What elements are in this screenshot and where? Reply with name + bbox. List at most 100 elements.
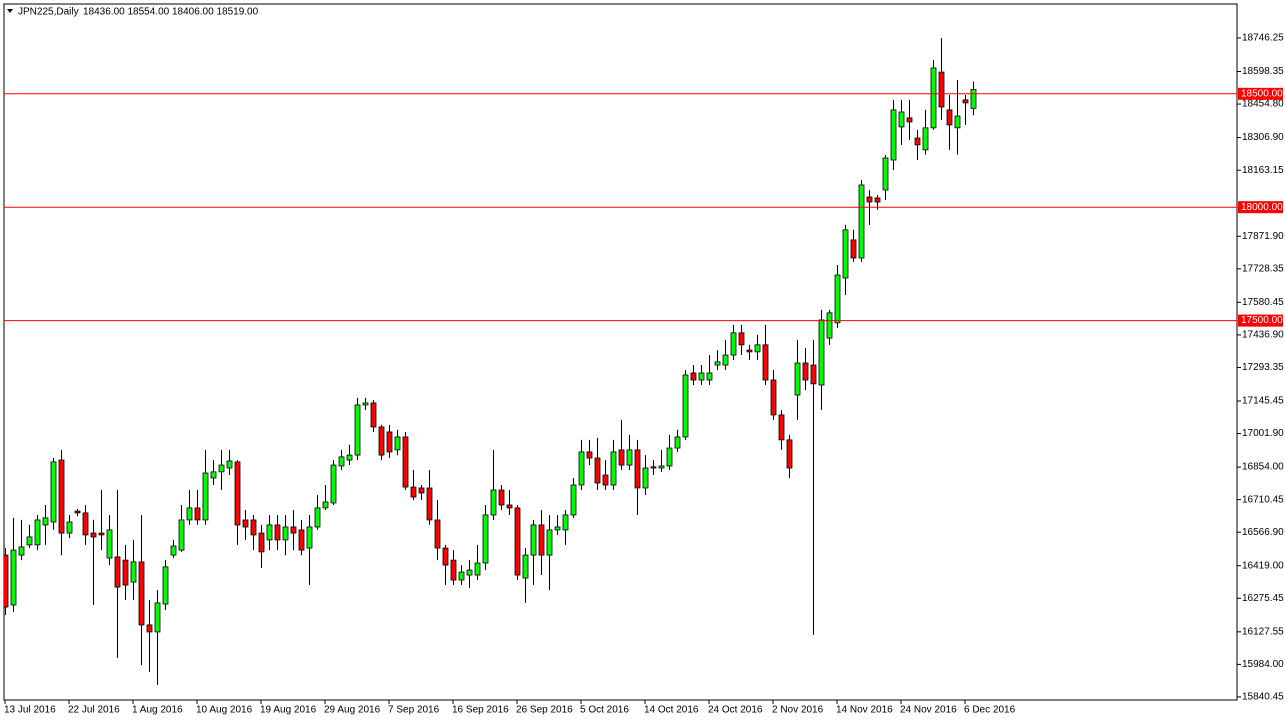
candle-body bbox=[338, 456, 345, 467]
y-tick-label: 16419.00 bbox=[1242, 560, 1284, 571]
candle-body bbox=[722, 354, 729, 366]
x-tick-label: 14 Nov 2016 bbox=[836, 705, 893, 716]
plot-frame bbox=[3, 3, 1238, 701]
candle-body bbox=[746, 349, 753, 353]
candle-body bbox=[306, 526, 313, 549]
y-tick-label: 17145.45 bbox=[1242, 396, 1284, 407]
menu-arrow[interactable] bbox=[7, 9, 13, 13]
candle-body bbox=[218, 464, 225, 473]
candle-body bbox=[434, 519, 441, 549]
candle-body bbox=[546, 529, 553, 556]
x-tick-label: 26 Sep 2016 bbox=[516, 705, 573, 716]
y-tick-label: 18454.80 bbox=[1242, 99, 1284, 110]
candle-body bbox=[810, 364, 817, 385]
candle-body bbox=[298, 529, 305, 551]
candle-body bbox=[42, 517, 49, 526]
candle-body bbox=[874, 197, 881, 203]
x-tick-label: 29 Aug 2016 bbox=[324, 705, 381, 716]
y-tick-label: 16710.45 bbox=[1242, 494, 1284, 505]
candle-body bbox=[210, 471, 217, 479]
candle-body bbox=[250, 519, 257, 536]
candle-body bbox=[834, 274, 841, 324]
candle-body bbox=[762, 344, 769, 381]
candle-body bbox=[154, 602, 161, 633]
candle-body bbox=[378, 426, 385, 456]
level-label-box bbox=[1238, 314, 1283, 327]
candle-body bbox=[442, 547, 449, 566]
candle-body bbox=[850, 239, 857, 259]
candle-body bbox=[4, 554, 9, 608]
y-tick-label: 18306.90 bbox=[1242, 132, 1284, 143]
x-tick-label: 22 Jul 2016 bbox=[68, 705, 120, 716]
candle-body bbox=[578, 451, 585, 486]
x-tick-label: 14 Oct 2016 bbox=[644, 705, 699, 716]
x-tick-label: 16 Sep 2016 bbox=[452, 705, 509, 716]
candle-body bbox=[122, 559, 129, 586]
candle-body bbox=[570, 484, 577, 516]
candle-body bbox=[490, 489, 497, 516]
candle-body bbox=[530, 524, 537, 556]
candle-body bbox=[106, 529, 113, 559]
candle-body bbox=[170, 545, 177, 556]
x-tick-label: 6 Dec 2016 bbox=[964, 705, 1016, 716]
candle-body bbox=[554, 526, 561, 531]
y-tick-label: 17436.90 bbox=[1242, 330, 1284, 341]
candle-body bbox=[610, 451, 617, 486]
candle-body bbox=[562, 514, 569, 531]
candle-body bbox=[314, 507, 321, 528]
candle-body bbox=[882, 157, 889, 191]
candle-body bbox=[770, 379, 777, 416]
candle-body bbox=[650, 466, 657, 469]
candle-body bbox=[970, 89, 977, 109]
y-tick-label: 15840.45 bbox=[1242, 692, 1284, 703]
candle-body bbox=[394, 436, 401, 451]
candle-body bbox=[402, 436, 409, 488]
candle-body bbox=[322, 501, 329, 509]
candle-body bbox=[842, 229, 849, 279]
level-label: 18000.00 bbox=[1241, 202, 1283, 213]
candle-body bbox=[330, 464, 337, 504]
candle-body bbox=[794, 362, 801, 396]
candle-body bbox=[162, 566, 169, 605]
candle-body bbox=[458, 571, 465, 581]
candle-body bbox=[362, 402, 369, 406]
candle-body bbox=[290, 526, 297, 534]
candle-body bbox=[586, 451, 593, 459]
x-tick-label: 10 Aug 2016 bbox=[196, 705, 253, 716]
y-tick-label: 17580.45 bbox=[1242, 297, 1284, 308]
candle-body bbox=[634, 449, 641, 489]
x-tick-label: 1 Aug 2016 bbox=[132, 705, 183, 716]
level-label: 18500.00 bbox=[1241, 88, 1283, 99]
candle-body bbox=[818, 319, 825, 386]
candle-body bbox=[522, 554, 529, 579]
chart-title: JPN225,Daily bbox=[18, 7, 79, 18]
candle-body bbox=[954, 115, 961, 129]
candle-body bbox=[514, 507, 521, 576]
y-tick-label: 17001.90 bbox=[1242, 428, 1284, 439]
candle-body bbox=[66, 521, 73, 534]
chart-subtitle: 18436.00 18554.00 18406.00 18519.00 bbox=[83, 7, 259, 18]
candle-body bbox=[346, 454, 353, 461]
candle-body bbox=[714, 361, 721, 366]
candle-body bbox=[58, 459, 65, 534]
candle-body bbox=[962, 99, 969, 104]
y-tick-label: 16127.55 bbox=[1242, 626, 1284, 637]
candle-body bbox=[130, 561, 137, 583]
candle-body bbox=[34, 519, 41, 546]
y-tick-label: 17728.35 bbox=[1242, 263, 1284, 274]
candle-body bbox=[202, 472, 209, 521]
candle-body bbox=[74, 510, 81, 514]
candle-body bbox=[738, 332, 745, 346]
candle-body bbox=[482, 514, 489, 564]
candle-body bbox=[10, 549, 17, 606]
candle-body bbox=[466, 569, 473, 576]
candle-body bbox=[410, 486, 417, 498]
candle-body bbox=[138, 561, 145, 626]
candle-body bbox=[370, 402, 377, 428]
x-tick-label: 24 Nov 2016 bbox=[900, 705, 957, 716]
candle-body bbox=[594, 457, 601, 484]
y-tick-label: 18598.35 bbox=[1242, 66, 1284, 77]
candle-body bbox=[706, 372, 713, 381]
y-tick-label: 15984.00 bbox=[1242, 659, 1284, 670]
candle-body bbox=[450, 559, 457, 581]
